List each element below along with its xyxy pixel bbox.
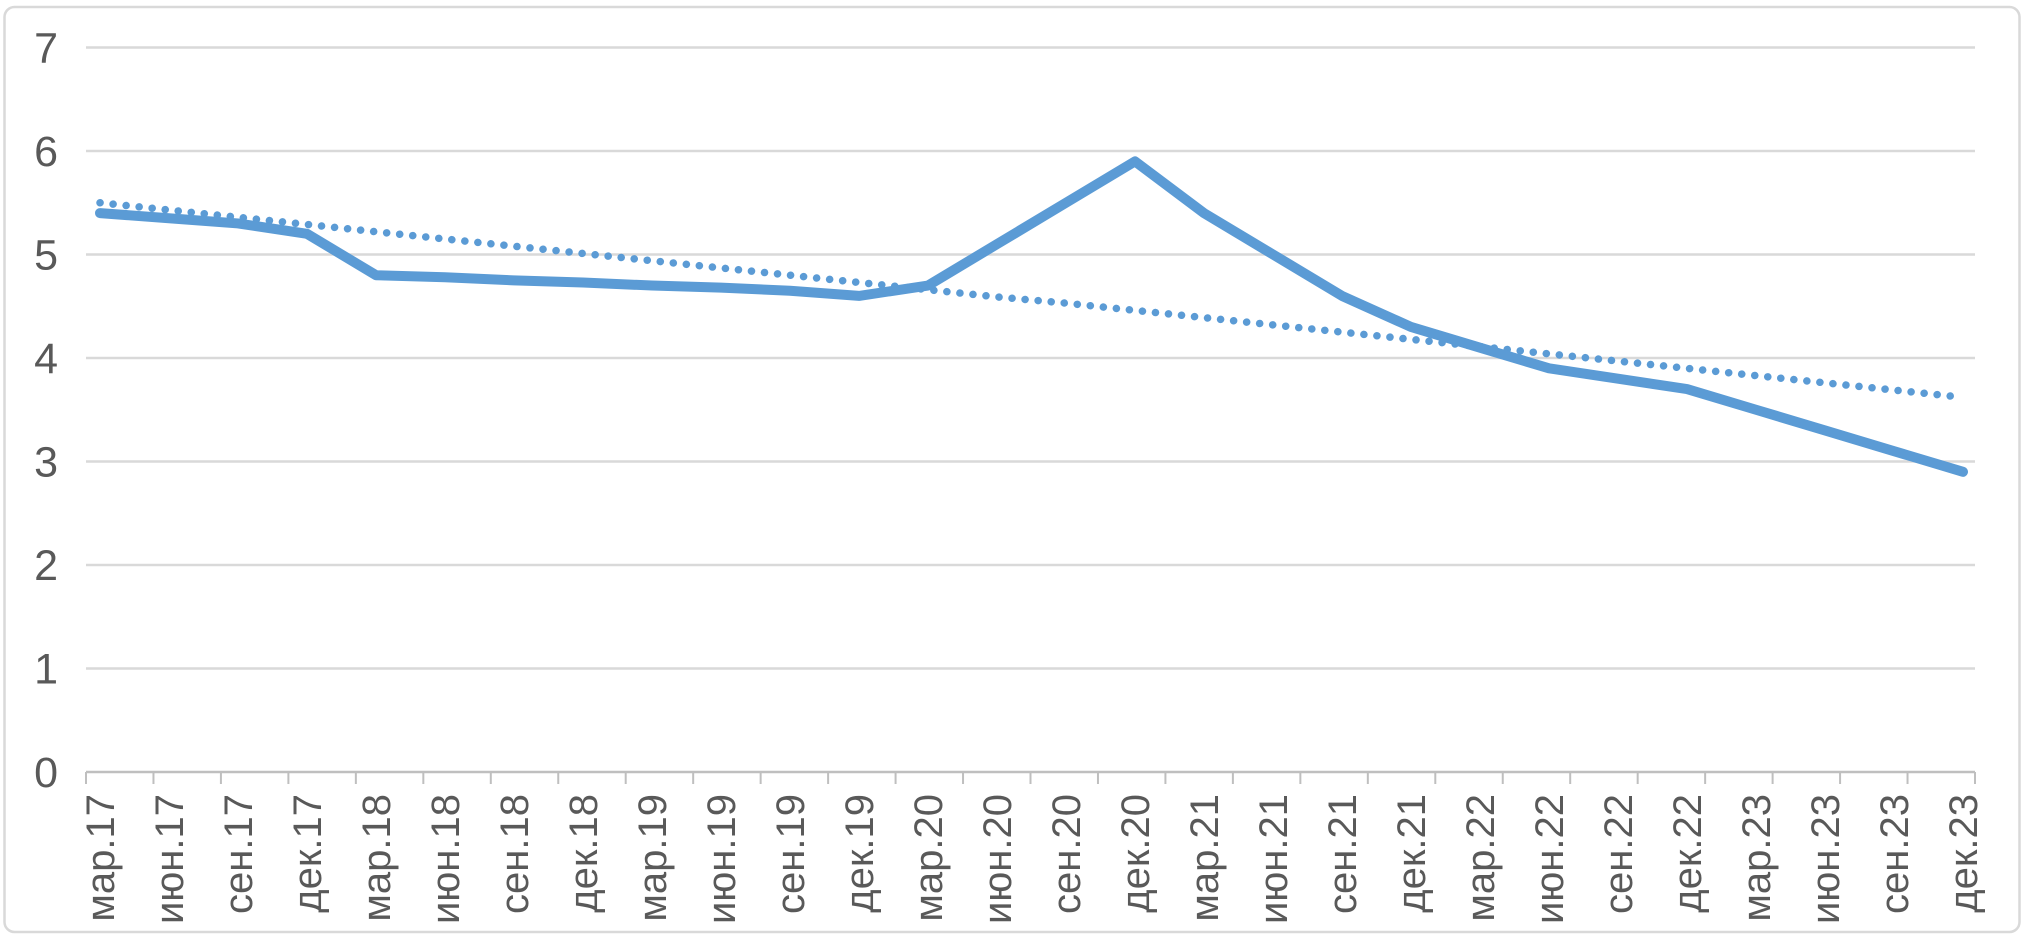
x-axis-label: июн.18: [424, 794, 468, 924]
x-axis-label: дек.19: [838, 794, 882, 913]
x-axis-label: сен.17: [217, 794, 261, 914]
trendline-dotted: [96, 199, 1967, 402]
data-line: [95, 156, 1968, 477]
x-axis-label: мар.20: [907, 794, 951, 922]
y-axis-label: 2: [34, 542, 58, 590]
y-axis-label: 1: [34, 646, 58, 694]
x-axis-label: сен.22: [1597, 794, 1641, 914]
x-axis-label: дек.18: [562, 794, 606, 913]
x-axis-label: сен.19: [769, 794, 813, 914]
y-axis-label: 0: [34, 749, 58, 797]
x-axis-label: июн.17: [148, 794, 192, 924]
y-axis-label: 3: [34, 439, 58, 487]
x-axis-label: мар.18: [355, 794, 399, 922]
x-axis-label: дек.22: [1666, 794, 1710, 913]
x-axis-label: дек.20: [1114, 794, 1158, 913]
x-axis-label: июн.23: [1804, 794, 1848, 924]
x-axis-label: дек.21: [1390, 794, 1434, 913]
x-axis-label: июн.20: [976, 794, 1020, 924]
y-axis-label: 4: [34, 335, 58, 383]
x-axis-label: сен.23: [1873, 794, 1917, 914]
x-axis-label: дек.23: [1942, 794, 1986, 913]
x-axis-label: мар.22: [1459, 794, 1503, 922]
x-axis-label: июн.19: [700, 794, 744, 924]
y-axis-label: 6: [34, 128, 58, 176]
y-axis-label: 5: [34, 232, 58, 280]
x-axis-label: дек.17: [286, 794, 330, 913]
y-axis-label: 7: [34, 25, 58, 73]
chart-frame: [3, 5, 2021, 934]
x-axis-label: мар.17: [79, 794, 123, 922]
x-axis-label: июн.22: [1528, 794, 1572, 924]
x-axis-label: мар.21: [1183, 794, 1227, 922]
x-axis-label: сен.21: [1321, 794, 1365, 914]
x-axis-label: мар.19: [631, 794, 675, 922]
x-axis-label: сен.20: [1045, 794, 1089, 914]
x-axis-label: июн.21: [1252, 794, 1296, 924]
x-axis-label: сен.18: [493, 794, 537, 914]
x-axis-label: мар.23: [1735, 794, 1779, 922]
